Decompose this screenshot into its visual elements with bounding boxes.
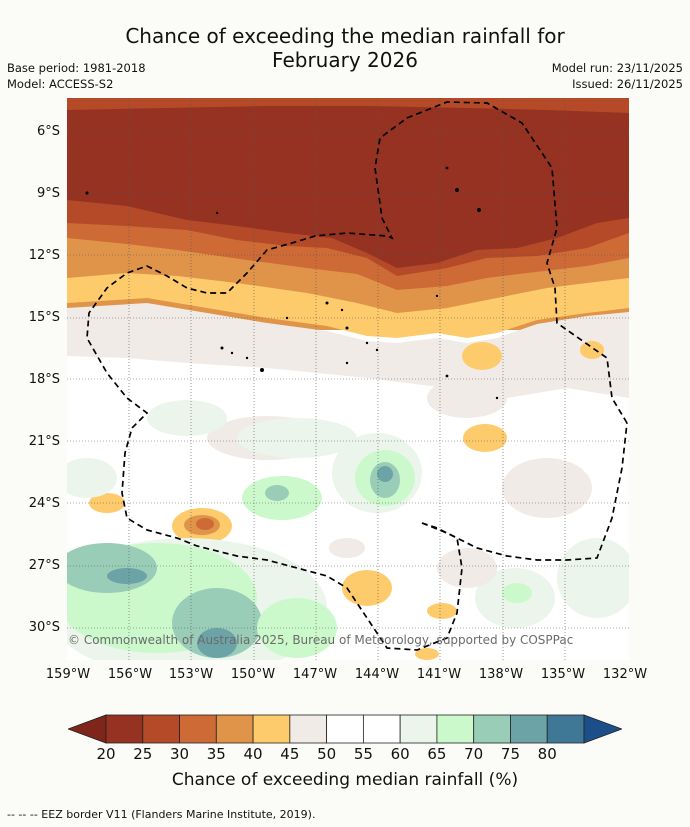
patch-beige-4 xyxy=(329,538,365,558)
colorbar-tick-label: 30 xyxy=(169,745,190,763)
patch-green-7 xyxy=(557,538,629,618)
colorbar-tick-label: 20 xyxy=(96,745,116,763)
issued-date: Issued: 26/11/2025 xyxy=(572,77,683,91)
copyright-notice: © Commonwealth of Australia 2025, Bureau… xyxy=(68,633,574,647)
x-label-153w: 153°W xyxy=(168,667,214,682)
patch-teal-3 xyxy=(265,485,289,501)
patch-teal-sw4 xyxy=(107,568,147,584)
patch-rust-1 xyxy=(196,518,214,530)
y-label-9s: 9°S xyxy=(36,186,60,201)
meta-right: Model run: 23/11/2025 Issued: 26/11/2025 xyxy=(552,60,683,92)
x-label-150w: 150°W xyxy=(230,667,276,682)
x-label-144w: 144°W xyxy=(354,667,400,682)
patch-green-10 xyxy=(257,598,337,658)
meta-left: Base period: 1981-2018 Model: ACCESS-S2 xyxy=(7,60,146,92)
patch-beige-3 xyxy=(502,458,592,518)
model-name: Model: ACCESS-S2 xyxy=(7,77,114,91)
y-label-24s: 24°S xyxy=(28,496,60,511)
colorbar-cell xyxy=(362,714,401,744)
colorbar-tick-label: 25 xyxy=(133,745,153,763)
colorbar-cell xyxy=(510,714,548,744)
band-darkest xyxy=(67,98,629,268)
colorbar-cell xyxy=(215,714,254,744)
patch-yellow-1 xyxy=(462,342,502,370)
colorbar-title: Chance of exceeding median rainfall (%) xyxy=(171,770,519,790)
patch-yellow-6 xyxy=(342,570,392,606)
patch-green-6 xyxy=(67,458,117,498)
model-run: Model run: 23/11/2025 xyxy=(551,61,683,75)
band-rust-top xyxy=(67,98,629,113)
y-label-15s: 15°S xyxy=(28,310,60,325)
patch-green-5 xyxy=(147,400,227,436)
colorbar-cells xyxy=(105,714,585,744)
colorbar-cell xyxy=(105,714,144,744)
colorbar-tick-label: 60 xyxy=(390,745,410,763)
patch-beige-1 xyxy=(427,378,507,418)
map-gridlines xyxy=(67,98,629,660)
x-label-132w: 132°W xyxy=(602,667,648,682)
patch-beige-5 xyxy=(437,548,497,588)
colorbar-tick-label: 55 xyxy=(353,745,373,763)
rainfall-map xyxy=(67,98,629,660)
patch-yellow-2 xyxy=(580,341,604,359)
x-label-141w: 141°W xyxy=(416,667,462,682)
y-label-6s: 6°S xyxy=(36,124,60,139)
patch-teal-2 xyxy=(377,466,393,482)
colorbar-tick-label: 80 xyxy=(537,745,557,763)
patch-yellow-7 xyxy=(427,603,457,619)
islands xyxy=(85,166,499,400)
colorbar-tick-label: 35 xyxy=(206,745,226,763)
y-label-18s: 18°S xyxy=(28,372,60,387)
colorbar-cell xyxy=(473,714,511,744)
eez-border xyxy=(86,101,628,651)
patch-green-4 xyxy=(237,418,357,458)
colorbar-cell xyxy=(326,714,364,744)
map-svg xyxy=(67,98,629,660)
y-label-12s: 12°S xyxy=(28,248,60,263)
title-line-1: Chance of exceeding the median rainfall … xyxy=(125,24,565,48)
colorbar-tick-label: 50 xyxy=(317,745,337,763)
colorbar-high-arrow xyxy=(583,714,622,744)
colorbar-cell xyxy=(399,714,438,744)
band-beige xyxy=(67,303,629,398)
colorbar-tick-label: 65 xyxy=(427,745,447,763)
patch-teal-sw2 xyxy=(172,588,262,658)
x-label-159w: 159°W xyxy=(45,667,91,682)
x-label-138w: 138°W xyxy=(478,667,524,682)
band-yellow xyxy=(67,273,629,338)
colorbar-tick-label: 75 xyxy=(500,745,520,763)
colorbar-cell xyxy=(179,714,217,744)
patch-teal-sw3 xyxy=(197,628,237,658)
y-label-21s: 21°S xyxy=(28,434,60,449)
patch-yellow-8 xyxy=(415,648,439,660)
colorbar-cell xyxy=(289,714,328,744)
title-line-2: February 2026 xyxy=(272,48,418,72)
patch-yellow-3 xyxy=(463,424,507,452)
colorbar-tick-label: 40 xyxy=(243,745,263,763)
base-period: Base period: 1981-2018 xyxy=(7,61,146,75)
y-label-30s: 30°S xyxy=(28,620,60,635)
x-label-156w: 156°W xyxy=(107,667,153,682)
colorbar-cell xyxy=(142,714,180,744)
patch-green-9 xyxy=(502,583,532,603)
map-title: Chance of exceeding the median rainfall … xyxy=(0,24,690,72)
x-label-147w: 147°W xyxy=(292,667,338,682)
colorbar-cell xyxy=(436,714,475,744)
x-label-135w: 135°W xyxy=(540,667,586,682)
colorbar xyxy=(68,714,622,744)
colorbar-cell xyxy=(252,714,291,744)
colorbar-tick-label: 45 xyxy=(280,745,300,763)
colorbar-tick-label: 70 xyxy=(464,745,484,763)
eez-footnote: -- -- -- EEZ border V11 (Flanders Marine… xyxy=(7,808,316,821)
y-label-27s: 27°S xyxy=(28,558,60,573)
colorbar-low-arrow xyxy=(68,714,107,744)
colorbar-cell xyxy=(546,714,585,744)
